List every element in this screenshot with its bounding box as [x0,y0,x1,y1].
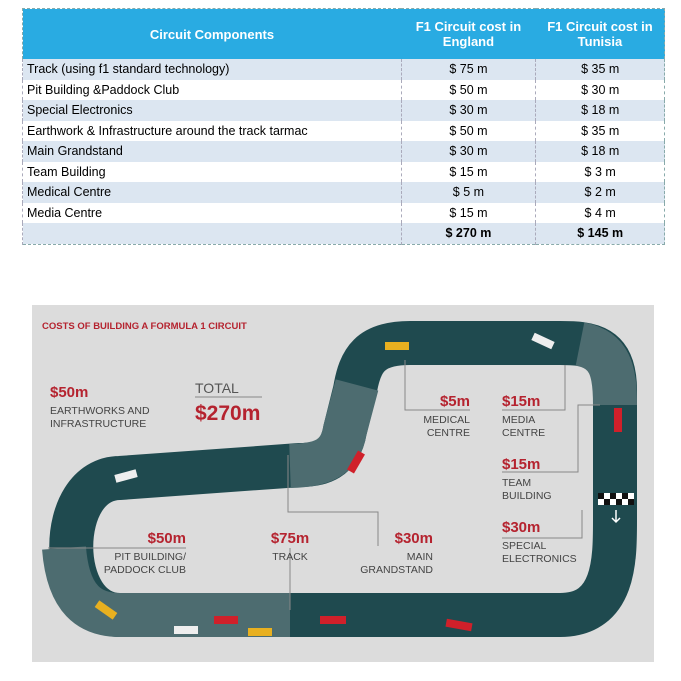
track-sector [288,379,379,488]
total-label: TOTAL [195,380,239,396]
header-cell: F1 Circuit cost in England [401,8,536,59]
item-amount: $15m [502,456,540,473]
item-label: TRACK [272,551,308,563]
table-cell: Media Centre [22,202,401,223]
table-cell: $ 30 m [400,100,536,121]
item-label: BUILDING [502,490,552,502]
item-amount: $30m [395,530,433,547]
total-row: $ 270 m $ 145 m [22,223,665,244]
table-cell [22,223,401,244]
item-label: MAIN [407,551,433,563]
table-row: Team Building $ 15 m $ 3 m [22,161,665,182]
item-amount: $75m [271,530,309,547]
table-row: Earthwork & Infrastructure around the tr… [22,120,665,141]
table-cell: $ 35 m [535,59,665,80]
item-label: MEDIA [502,414,535,426]
table-cell: Medical Centre [22,182,401,203]
item-amount: $15m [502,393,540,410]
item-amount: $5m [440,393,470,410]
table-cell: $ 30 m [535,79,665,100]
table-cell: $ 3 m [535,161,665,182]
table-cell: $ 75 m [400,59,536,80]
table-cell: Earthwork & Infrastructure around the tr… [22,120,401,141]
item-amount: $50m [148,530,186,547]
item-label: INFRASTRUCTURE [50,418,146,430]
header-cell: Circuit Components [22,8,401,59]
table-row: Medical Centre $ 5 m $ 2 m [22,182,665,203]
table-row: Pit Building &Paddock Club $ 50 m $ 30 m [22,79,665,100]
item-amount: $50m [50,384,88,401]
total-amount: $270m [195,402,260,425]
table-cell: $ 5 m [400,182,536,203]
item-label: MEDICAL [423,414,470,426]
table-cell: Main Grandstand [22,141,401,162]
item-label: ELECTRONICS [502,553,577,565]
leader-lines [48,360,600,610]
track [42,321,637,637]
table-cell: $ 15 m [400,161,536,182]
table-cell: $ 2 m [535,182,665,203]
table-row: Media Centre $ 15 m $ 4 m [22,202,665,223]
table-cell: Track (using f1 standard technology) [22,59,401,80]
cost-table: Circuit Components F1 Circuit cost in En… [22,8,665,245]
table-cell: $ 35 m [535,120,665,141]
item-label: EARTHWORKS AND [50,405,150,417]
item-label: PADDOCK CLUB [104,564,186,576]
table-cell: $ 18 m [535,100,665,121]
table-row: Track (using f1 standard technology) $ 75… [22,59,665,80]
item-label: CENTRE [502,427,545,439]
item-label: SPECIAL [502,540,547,552]
table-row: Main Grandstand $ 30 m $ 18 m [22,141,665,162]
table-cell: $ 18 m [535,141,665,162]
track-sector [42,545,290,637]
table-cell: $ 50 m [400,79,536,100]
item-label: CENTRE [427,427,470,439]
table-cell: $ 4 m [535,202,665,223]
table-cell: $ 30 m [400,141,536,162]
checkered-flag [598,493,634,524]
track-sector [574,322,637,406]
total-cell: $ 270 m [400,223,536,244]
item-label: TEAM [502,477,531,489]
infographic-title: COSTS OF BUILDING A FORMULA 1 CIRCUIT [42,321,247,332]
item-label: PIT BUILDING/ [114,551,186,563]
table-cell: Pit Building &Paddock Club [22,79,401,100]
table-cell: Team Building [22,161,401,182]
total-cell: $ 145 m [535,223,665,244]
table-cell: $ 15 m [400,202,536,223]
table-cell: $ 50 m [400,120,536,141]
item-label: GRANDSTAND [360,564,433,576]
table-row: Special Electronics $ 30 m $ 18 m [22,100,665,121]
header-row: Circuit Components F1 Circuit cost in En… [22,8,665,59]
table-cell: Special Electronics [22,100,401,121]
cars [94,332,622,636]
header-cell: F1 Circuit cost in Tunisia [535,8,665,59]
item-amount: $30m [502,519,540,536]
